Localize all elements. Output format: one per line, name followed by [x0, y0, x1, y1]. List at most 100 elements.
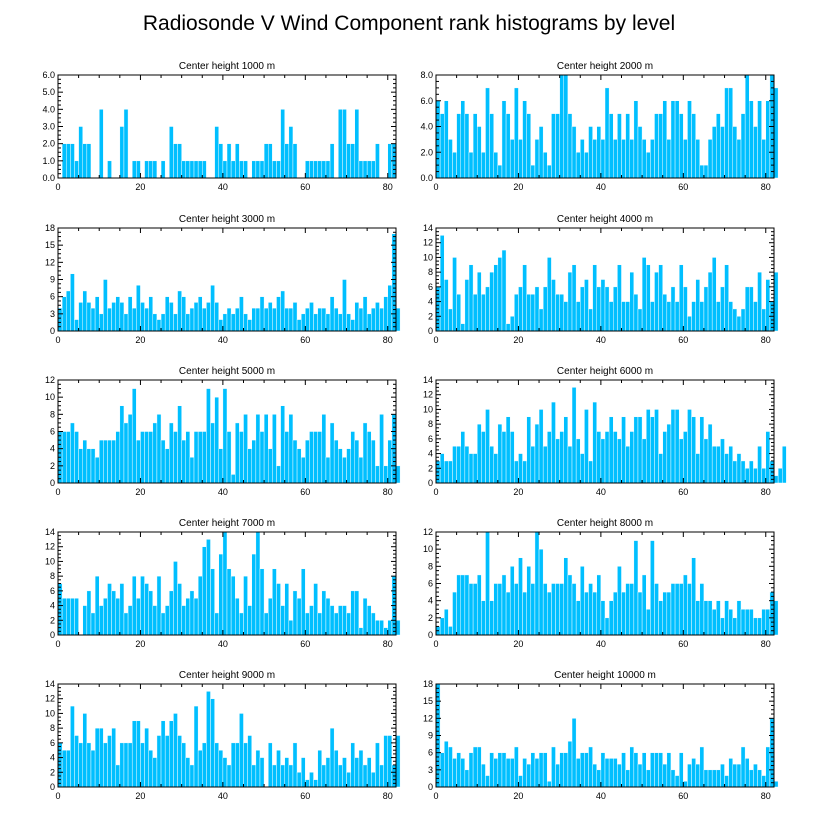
histogram-bar — [300, 568, 306, 636]
y-tick-label: 4.0 — [420, 122, 433, 132]
histogram-bar — [354, 302, 360, 332]
histogram-bar — [468, 583, 474, 636]
histogram-bar — [66, 290, 71, 332]
histogram-bar — [592, 264, 597, 332]
histogram-bar — [218, 749, 224, 788]
histogram-bar — [460, 758, 466, 788]
histogram-bar — [584, 591, 589, 636]
histogram-bar — [522, 758, 527, 788]
histogram-bar — [711, 126, 717, 179]
histogram-bar — [82, 290, 88, 332]
histogram-bar — [658, 113, 663, 179]
histogram-bar — [592, 139, 597, 179]
y-tick-label: 2 — [50, 461, 55, 471]
histogram-bar — [509, 431, 515, 484]
histogram-bar — [514, 583, 519, 636]
histogram-bar — [222, 313, 228, 332]
histogram-bar — [391, 233, 397, 332]
histogram-bar — [547, 257, 552, 332]
histogram-bar — [61, 597, 67, 636]
histogram-bar — [481, 600, 486, 636]
histogram-bar — [670, 409, 676, 484]
histogram-bar — [625, 301, 630, 332]
histogram-bar — [354, 439, 360, 484]
histogram-bar — [757, 271, 762, 332]
histogram-bar — [259, 568, 265, 636]
histogram-bar — [284, 583, 290, 636]
histogram-bar — [485, 286, 490, 332]
histogram-bar — [375, 143, 380, 179]
histogram-bar — [366, 431, 372, 484]
x-tick-label: 0 — [433, 487, 438, 497]
histogram-bar — [103, 742, 108, 788]
histogram-bar — [534, 423, 540, 484]
histogram-bar — [588, 746, 593, 788]
histogram-bar — [164, 605, 170, 636]
histogram-bar — [674, 583, 680, 636]
histogram-bar — [666, 301, 672, 332]
histogram-bar — [753, 301, 758, 332]
histogram-bar — [288, 307, 294, 332]
histogram-bar — [247, 448, 252, 484]
histogram-bar — [489, 113, 494, 179]
histogram-bar — [604, 617, 610, 636]
histogram-bar — [350, 431, 356, 484]
y-tick-label: 10 — [423, 544, 433, 554]
histogram-bar — [82, 713, 88, 788]
histogram-bar — [761, 308, 766, 332]
histogram-bar — [452, 445, 457, 484]
histogram-bar — [189, 160, 195, 179]
histogram-bar — [749, 100, 754, 179]
histogram-bar — [489, 752, 494, 788]
histogram-bar — [444, 740, 449, 788]
y-tick-label: 2 — [50, 767, 55, 777]
y-tick-label: 4 — [428, 596, 433, 606]
histogram-bar — [732, 617, 738, 636]
histogram-bar — [732, 126, 738, 179]
histogram-bar — [66, 749, 71, 788]
histogram-bar — [501, 100, 507, 179]
histogram-bar — [243, 313, 248, 332]
histogram-bar — [375, 302, 380, 332]
histogram-bar — [526, 416, 532, 484]
histogram-bar — [259, 296, 265, 332]
histogram-bar — [744, 74, 750, 179]
histogram-bar — [464, 574, 470, 636]
y-tick-label: 6 — [50, 586, 55, 596]
histogram-bar — [452, 152, 457, 179]
histogram-bar — [263, 143, 269, 179]
histogram-bar — [222, 531, 228, 636]
histogram-bar — [538, 409, 544, 484]
histogram-bar — [691, 113, 696, 179]
histogram-bar — [317, 749, 323, 788]
histogram-bar — [362, 160, 368, 179]
histogram-bar — [61, 431, 67, 484]
histogram-bar — [555, 438, 560, 484]
histogram-bar — [613, 431, 618, 484]
histogram-bar — [181, 439, 187, 484]
x-tick-label: 80 — [761, 791, 771, 801]
histogram-bar — [276, 583, 281, 636]
y-tick-label: 1.0 — [42, 156, 55, 166]
histogram-bar — [272, 764, 277, 788]
histogram-bar — [346, 772, 351, 788]
histogram-bar — [641, 752, 647, 788]
histogram-bar — [720, 438, 725, 484]
histogram-bar — [350, 742, 356, 788]
histogram-bar — [584, 279, 589, 332]
histogram-bar — [654, 409, 659, 484]
histogram-bar — [514, 87, 519, 179]
histogram-bar — [703, 438, 709, 484]
histogram-bar — [148, 296, 154, 332]
x-tick-label: 20 — [135, 182, 145, 192]
x-tick-label: 60 — [300, 639, 310, 649]
histogram-bar — [375, 465, 380, 484]
histogram-bar — [736, 139, 742, 179]
histogram-bar — [613, 139, 618, 179]
histogram-bar — [645, 769, 651, 788]
histogram-bar — [94, 296, 100, 332]
histogram-bar — [724, 453, 729, 484]
histogram-bar — [773, 781, 779, 788]
histogram-bar — [749, 460, 754, 484]
histogram-bar — [757, 769, 762, 788]
